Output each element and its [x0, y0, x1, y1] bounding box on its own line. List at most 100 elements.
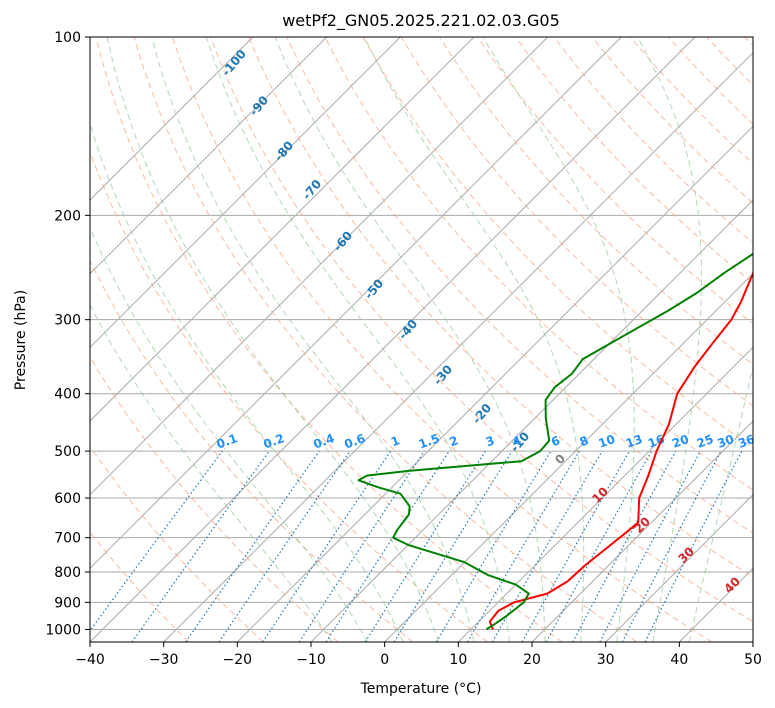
moist-adiabat	[106, 37, 439, 642]
reference-lines	[90, 37, 753, 642]
dry-adiabat	[324, 37, 753, 491]
dry-adiabat	[400, 37, 753, 407]
moist-adiabat	[482, 37, 635, 642]
mixing-ratio-line	[393, 450, 513, 642]
mixing-ratio-label: 3	[484, 433, 497, 449]
dry-adiabat	[477, 37, 753, 325]
mixing-ratio-line	[325, 450, 450, 642]
moist-adiabat	[90, 121, 404, 642]
mixing-ratio-line	[521, 450, 631, 642]
isotherm-line	[90, 37, 401, 349]
dry-adiabat	[553, 37, 753, 244]
isotherm-line	[531, 420, 753, 642]
mixing-ratio-line	[218, 450, 351, 642]
moist-adiabat	[90, 226, 369, 642]
y-tick-label: 300	[54, 313, 81, 329]
dewpoint-profile	[357, 252, 753, 631]
y-tick-label: 700	[54, 531, 81, 547]
dry-adiabat	[210, 37, 753, 623]
isotherm-line	[384, 272, 753, 642]
y-axis-label: Pressure (hPa)	[13, 290, 29, 390]
isotherm-line	[90, 37, 254, 201]
dry-adiabat	[744, 37, 753, 47]
x-tick-label: 40	[670, 652, 688, 668]
dry-adiabat	[90, 259, 414, 642]
mixing-ratio-label: 16	[646, 432, 666, 451]
isotherm-line	[236, 125, 753, 642]
isotherm-line	[90, 37, 696, 642]
isotherm-line	[310, 199, 753, 642]
isotherm-line	[457, 346, 753, 642]
dry-adiabat	[515, 37, 753, 284]
isotherm-line	[90, 37, 475, 422]
isotherm-line	[90, 37, 622, 570]
moist-adiabat	[274, 37, 546, 642]
y-tick-label: 500	[54, 444, 81, 460]
isotherm-label: 40	[721, 574, 743, 596]
x-tick-label: −40	[75, 652, 105, 668]
y-axis: 100 200 300 400 500 600 700 800 900 1000	[45, 30, 90, 638]
moist-adiabat	[637, 37, 702, 642]
mixing-ratio-label: 25	[695, 432, 715, 451]
isotherm-label: 0	[552, 451, 568, 467]
isotherm-label: 30	[675, 544, 697, 566]
mixing-ratio-label: 20	[670, 432, 690, 451]
y-tick-label: 200	[54, 208, 81, 224]
y-tick-label: 900	[54, 595, 81, 611]
dry-adiabat-label: -80	[272, 138, 297, 164]
dry-adiabat	[629, 37, 753, 165]
mixing-ratio-line	[435, 450, 552, 642]
isotherm-line	[90, 37, 328, 275]
mixing-ratio-label: 6	[549, 433, 562, 449]
dry-adiabat-label: -100	[219, 47, 249, 79]
mixing-ratio-label: 0.1	[215, 431, 240, 451]
x-tick-label: 20	[523, 652, 541, 668]
mixing-ratio-line	[491, 450, 603, 642]
mixing-ratio-line	[185, 450, 320, 642]
mixing-ratio-line	[364, 450, 486, 642]
mixing-ratio-label: 30	[715, 432, 735, 451]
isotherm-line	[90, 37, 549, 496]
isotherm-line	[163, 51, 753, 642]
x-axis-label: Temperature (°C)	[360, 681, 482, 697]
dry-adiabat-label: -50	[362, 276, 387, 302]
dry-adiabat	[90, 445, 264, 642]
moist-adiabat	[363, 37, 585, 642]
x-tick-label: 50	[744, 652, 762, 668]
mixing-ratio-label: 36	[736, 432, 756, 451]
x-axis: −40 −30 −20 −10 0 10 20 30 40 50	[75, 642, 762, 668]
dry-adiabat-label: -90	[247, 93, 272, 119]
y-tick-label: 400	[54, 387, 81, 403]
mixing-ratio-label: 0.2	[262, 431, 287, 451]
mixing-ratio-line	[572, 450, 677, 642]
isotherm-line	[752, 641, 753, 642]
x-tick-label: 10	[449, 652, 467, 668]
moist-adiabat	[688, 363, 753, 642]
y-tick-label: 100	[54, 30, 81, 46]
x-tick-label: 0	[380, 652, 389, 668]
mixing-ratio-line	[466, 450, 580, 642]
y-tick-label: 800	[54, 565, 81, 581]
dry-adiabat	[133, 37, 638, 642]
y-tick-label: 1000	[45, 622, 81, 638]
dry-adiabat	[171, 37, 712, 642]
temperature-profile	[488, 270, 753, 630]
mixing-ratio-label: 0.4	[312, 431, 337, 451]
mixing-ratio-line	[298, 450, 425, 642]
x-tick-label: −20	[223, 652, 253, 668]
dry-adiabat	[591, 37, 753, 204]
x-tick-label: −10	[296, 652, 326, 668]
chart-title: wetPf2_GN05.2025.221.02.03.G05	[282, 11, 560, 31]
mixing-ratio-line	[131, 450, 270, 642]
moist-adiabat	[151, 37, 475, 642]
x-tick-label: −30	[149, 652, 179, 668]
mixing-ratio-line	[262, 450, 392, 642]
dry-adiabat	[362, 37, 753, 449]
dry-adiabat	[90, 150, 488, 642]
x-tick-label: 30	[597, 652, 615, 668]
y-tick-label: 600	[54, 491, 81, 507]
mixing-ratio-label: 13	[624, 432, 644, 451]
dry-adiabat-label: -20	[470, 401, 495, 427]
dry-adiabat	[90, 355, 339, 642]
